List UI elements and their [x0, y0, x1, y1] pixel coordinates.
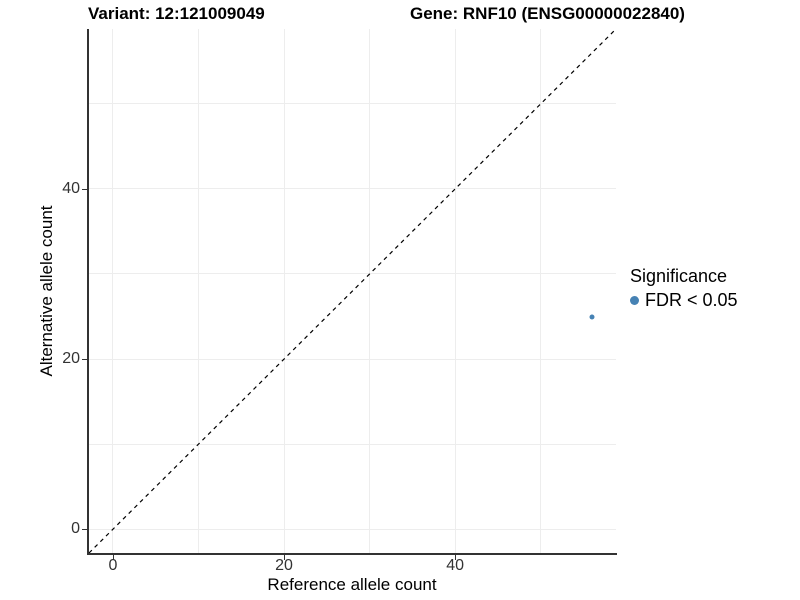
identity-line: [88, 28, 617, 554]
plot-panel: [88, 28, 617, 554]
x-axis-tick: [112, 555, 114, 560]
gridline-vertical: [112, 29, 114, 553]
gridline-horizontal: [89, 358, 616, 360]
gridline-horizontal: [89, 103, 616, 105]
gridline-horizontal: [89, 273, 616, 275]
x-tick-label: 0: [108, 557, 118, 574]
x-axis-tick: [284, 555, 286, 560]
plot-title-gene: Gene: RNF10 (ENSG00000022840): [410, 4, 685, 23]
x-axis-title: Reference allele count: [267, 575, 437, 594]
legend-title: Significance: [630, 266, 728, 286]
plot-title-variant: Variant: 12:121009049: [88, 4, 265, 23]
y-tick-label: 20: [62, 350, 80, 368]
y-tick-label: 0: [71, 520, 80, 538]
x-axis-line: [87, 553, 617, 555]
x-axis-tick: [455, 555, 457, 560]
gridline-vertical: [198, 29, 199, 553]
gridline-horizontal: [89, 528, 616, 530]
gridline-vertical: [283, 29, 285, 553]
x-tick-label: 40: [446, 557, 465, 574]
legend-item: FDR < 0.05: [630, 290, 738, 311]
gridline-vertical: [454, 29, 456, 553]
y-axis-line: [87, 29, 89, 555]
legend-item-label: FDR < 0.05: [645, 290, 738, 310]
x-tick-label: 20: [275, 557, 293, 574]
y-axis-title: Alternative allele count: [37, 205, 56, 377]
y-tick-label: 40: [62, 179, 80, 197]
legend: Significance FDR < 0.05: [630, 266, 738, 311]
data-point: [589, 314, 595, 320]
gridline-vertical: [369, 29, 371, 553]
gridline-horizontal: [89, 188, 616, 190]
y-axis-tick: [82, 529, 87, 531]
gridline-vertical: [540, 29, 542, 553]
legend-point-icon: [630, 296, 639, 305]
y-axis-tick: [82, 359, 87, 361]
gridline-horizontal: [89, 443, 616, 445]
y-axis-tick: [82, 188, 87, 190]
